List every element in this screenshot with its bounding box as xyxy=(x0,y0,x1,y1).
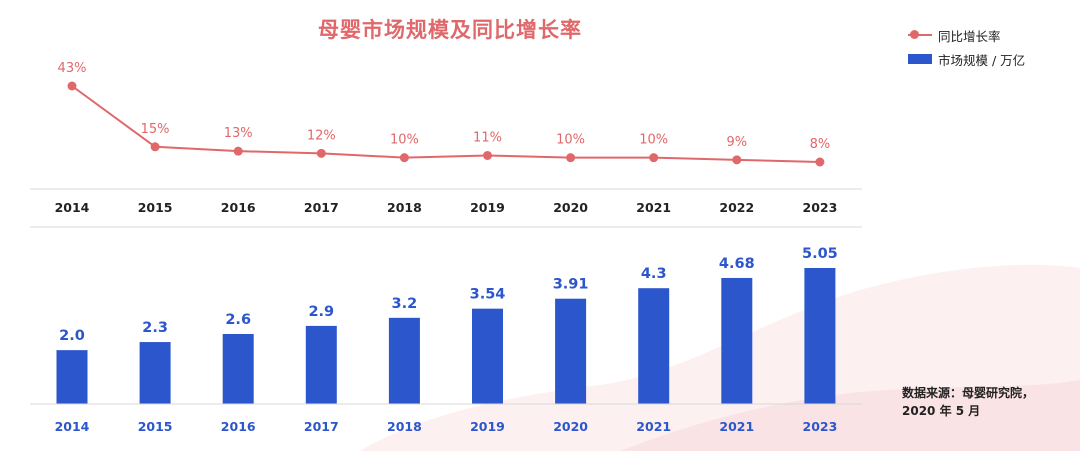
market-data-label: 3.2 xyxy=(392,296,418,312)
market-bar xyxy=(555,298,587,404)
market-bar xyxy=(222,333,254,404)
source-line-2: 2020 年 5 月 xyxy=(902,404,981,418)
growth-data-label: 43% xyxy=(58,61,87,76)
market-data-label: 5.05 xyxy=(802,246,838,262)
growth-point xyxy=(732,155,742,165)
legend-item-growth: 同比增长率 xyxy=(908,24,1025,46)
growth-data-label: 9% xyxy=(726,135,747,150)
line-x-tick-label: 2022 xyxy=(719,200,754,215)
market-data-label: 2.6 xyxy=(225,312,251,328)
growth-point xyxy=(483,150,492,160)
market-bar xyxy=(638,288,670,404)
growth-data-label: 11% xyxy=(473,130,502,145)
market-bar xyxy=(305,325,337,404)
source-line-1: 数据来源：母婴研究院， xyxy=(902,386,1035,400)
market-data-label: 3.91 xyxy=(553,277,589,293)
growth-point xyxy=(233,146,243,156)
bar-x-tick-label: 2014 xyxy=(55,419,90,434)
bar-x-tick-label: 2020 xyxy=(553,419,588,434)
growth-point xyxy=(67,81,77,91)
market-bar xyxy=(388,317,420,404)
growth-data-label: 10% xyxy=(390,133,419,148)
market-bar xyxy=(721,277,753,404)
legend-growth-label: 同比增长率 xyxy=(938,28,1001,44)
background-decoration-2 xyxy=(620,380,1080,451)
market-data-label: 3.54 xyxy=(470,287,506,303)
growth-point xyxy=(649,153,659,163)
bar-x-tick-label: 2016 xyxy=(221,419,256,434)
legend-bar-swatch xyxy=(908,54,932,64)
line-x-tick-label: 2019 xyxy=(470,200,505,215)
growth-data-label: 10% xyxy=(556,133,585,148)
growth-data-label: 8% xyxy=(810,137,831,152)
market-data-label: 2.0 xyxy=(59,328,85,344)
bar-x-tick-label: 2021 xyxy=(636,419,671,434)
growth-data-label: 10% xyxy=(639,133,668,148)
market-data-label: 4.68 xyxy=(719,256,755,272)
bar-x-tick-label: 2015 xyxy=(138,419,173,434)
growth-point xyxy=(399,153,409,163)
growth-point xyxy=(316,148,326,158)
market-data-label: 2.3 xyxy=(142,320,168,336)
line-x-tick-label: 2017 xyxy=(304,200,339,215)
source-note: 数据来源：母婴研究院， 2020 年 5 月 xyxy=(902,384,1072,420)
market-bar xyxy=(139,342,171,404)
growth-line xyxy=(71,85,820,163)
line-x-tick-label: 2023 xyxy=(803,200,838,215)
market-bar xyxy=(56,350,88,404)
market-data-label: 4.3 xyxy=(641,266,667,282)
growth-point xyxy=(566,153,576,163)
market-bar xyxy=(472,308,503,404)
legend-line-swatch xyxy=(908,29,932,41)
bar-x-tick-label: 2018 xyxy=(387,419,422,434)
growth-point xyxy=(815,157,825,167)
chart-title: 母婴市场规模及同比增长率 xyxy=(318,18,582,42)
line-x-tick-label: 2015 xyxy=(138,200,173,215)
market-data-label: 2.9 xyxy=(308,304,334,320)
line-x-tick-label: 2016 xyxy=(221,200,256,215)
growth-data-label: 12% xyxy=(307,128,336,143)
line-x-tick-label: 2014 xyxy=(55,200,90,215)
legend-market-label: 市场规模 / 万亿 xyxy=(938,52,1026,68)
legend-item-market: 市场规模 / 万亿 xyxy=(908,48,1025,70)
growth-data-label: 15% xyxy=(141,122,170,137)
growth-point xyxy=(150,142,160,152)
legend: 同比增长率 市场规模 / 万亿 xyxy=(908,24,1025,72)
bar-x-tick-label: 2021 xyxy=(719,419,754,434)
line-x-tick-label: 2021 xyxy=(636,200,671,215)
growth-data-label: 13% xyxy=(224,126,253,141)
line-x-tick-label: 2020 xyxy=(553,200,588,215)
market-bar-chart: 2.0 2.3 2.6 2.9 3.2 3.54 3.91 4.3 4.68 5.05 2014 20… xyxy=(30,226,862,434)
growth-line-chart: 43% 15% 13% 12% 10% 11% 10% 10% 9% 8% 2014 2015 2016… xyxy=(30,61,862,215)
bar-x-tick-label: 2019 xyxy=(470,419,505,434)
line-x-tick-label: 2018 xyxy=(387,200,422,215)
bar-x-tick-label: 2017 xyxy=(304,419,339,434)
market-bar xyxy=(804,268,836,404)
bar-x-tick-label: 2023 xyxy=(803,419,838,434)
